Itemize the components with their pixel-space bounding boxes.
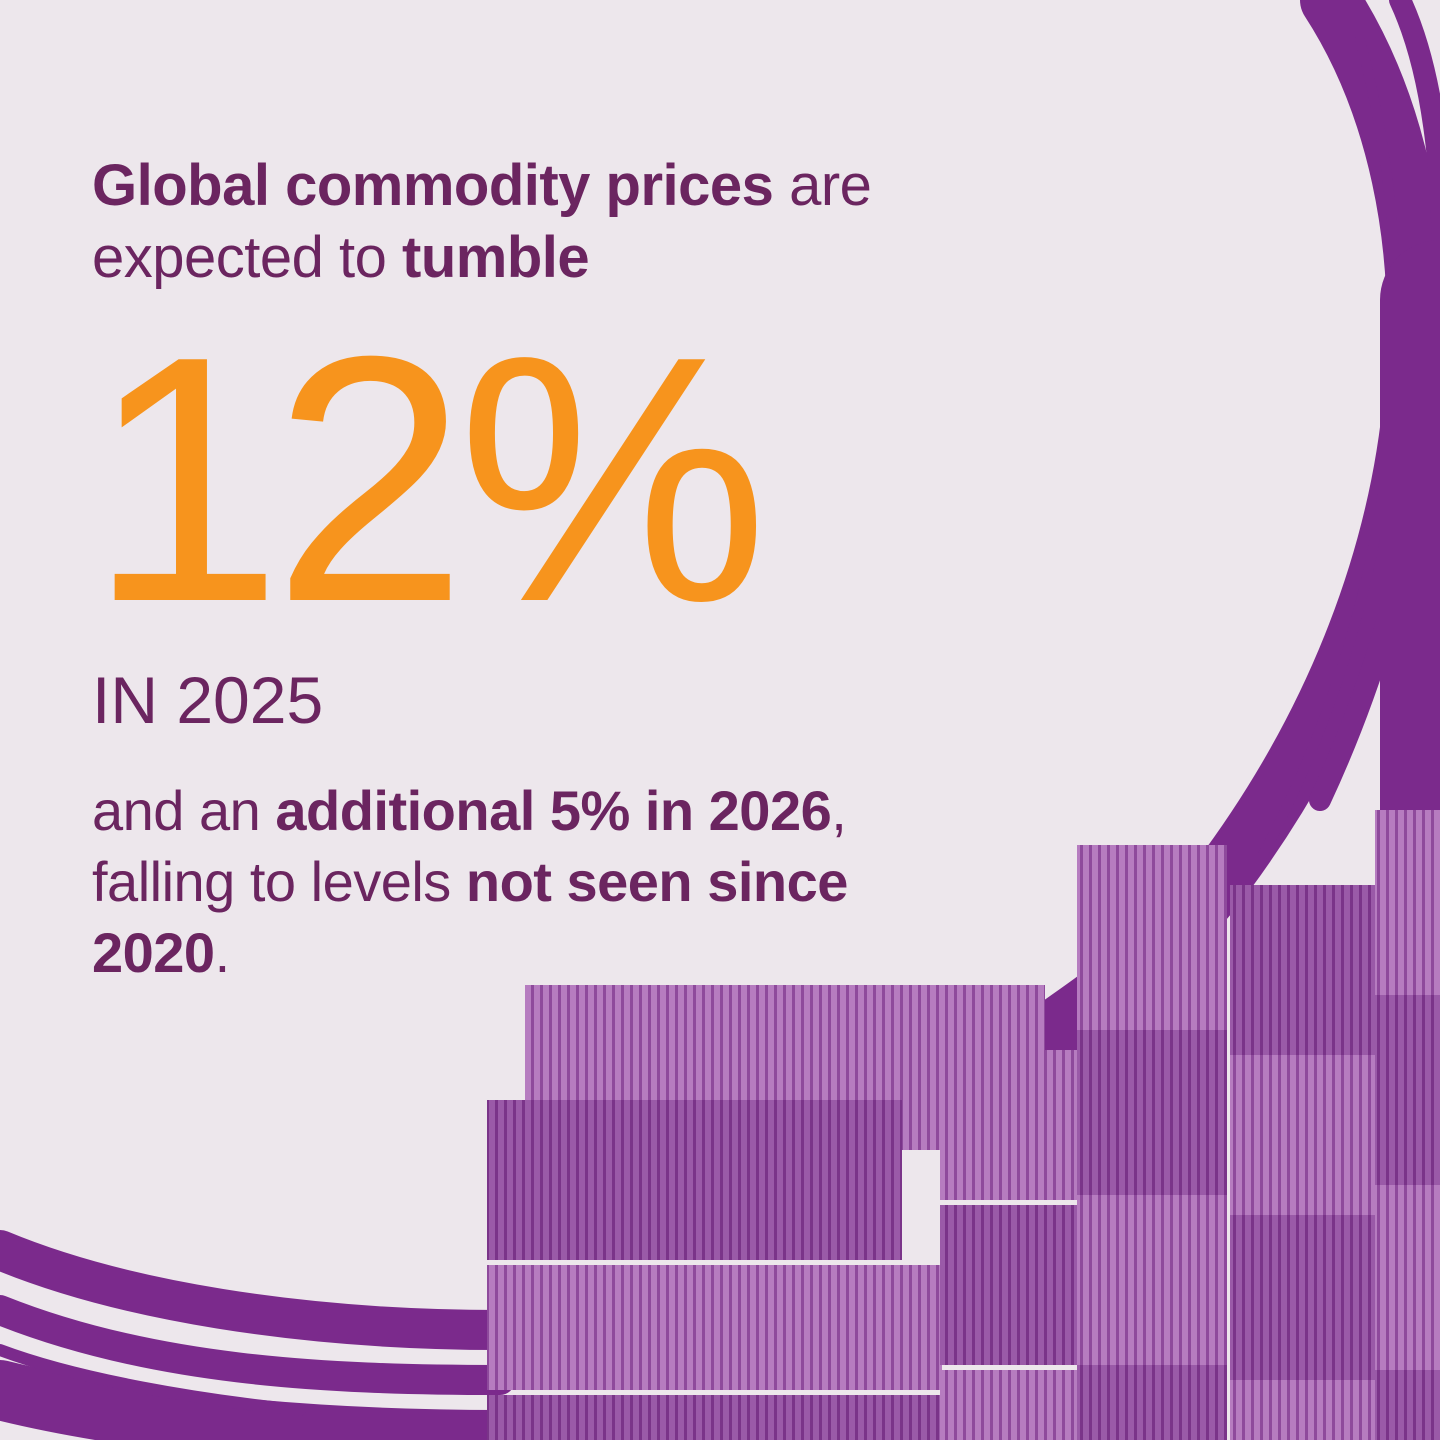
- headline-bold-verb: tumble: [402, 225, 590, 290]
- shipping-containers-image: [487, 810, 1440, 1440]
- headline-middle: are expected to: [92, 153, 872, 290]
- detail-period: .: [214, 921, 231, 984]
- detail-paragraph: and an additional 5% in 2026, falling to…: [92, 775, 892, 988]
- headline-bold-subject: Global commodity prices: [92, 153, 774, 218]
- detail-middle: , falling to levels: [92, 779, 847, 913]
- detail-intro: and an: [92, 779, 276, 842]
- stat-value: 12%: [88, 315, 759, 645]
- detail-since: not seen since 2020: [92, 850, 848, 984]
- stat-period: IN 2025: [92, 663, 324, 737]
- detail-additional: additional 5% in 2026: [275, 779, 832, 842]
- brush-stroke-bottom-left: [0, 1230, 530, 1440]
- headline: Global commodity prices are expected to …: [92, 150, 1092, 294]
